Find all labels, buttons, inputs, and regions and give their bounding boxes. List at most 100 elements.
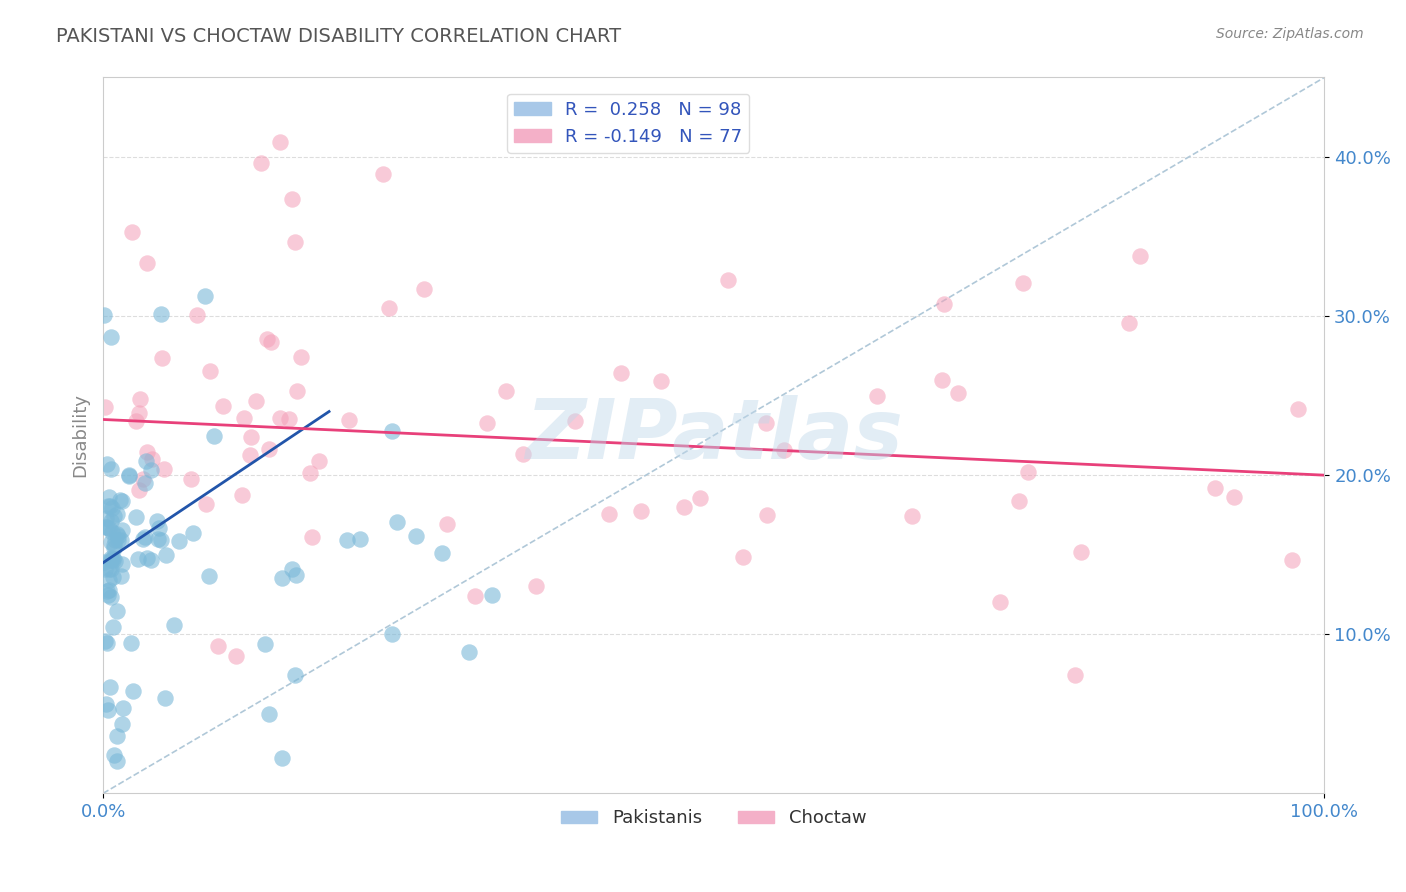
Point xyxy=(337,413,360,427)
Point xyxy=(458,645,481,659)
Point xyxy=(259,707,281,722)
Point xyxy=(155,548,177,562)
Point xyxy=(1012,276,1035,290)
Point xyxy=(1070,545,1092,559)
Point xyxy=(284,668,307,682)
Point xyxy=(141,452,163,467)
Point xyxy=(105,604,128,618)
Point xyxy=(110,569,132,583)
Point xyxy=(195,497,218,511)
Point xyxy=(150,307,173,321)
Point xyxy=(931,373,953,387)
Point xyxy=(103,550,125,565)
Point xyxy=(755,508,778,522)
Point xyxy=(481,588,503,602)
Point xyxy=(464,590,486,604)
Point xyxy=(108,492,131,507)
Point xyxy=(121,683,143,698)
Point xyxy=(111,701,134,715)
Point xyxy=(97,491,120,505)
Point xyxy=(673,500,696,515)
Point xyxy=(101,553,124,567)
Point xyxy=(256,332,278,346)
Point xyxy=(198,364,221,378)
Point xyxy=(385,516,408,530)
Point xyxy=(103,747,125,762)
Point xyxy=(98,680,121,694)
Point xyxy=(349,533,371,547)
Point xyxy=(412,282,434,296)
Point xyxy=(430,546,453,560)
Point xyxy=(245,393,267,408)
Point xyxy=(211,399,233,413)
Point xyxy=(111,523,134,537)
Point xyxy=(97,521,120,535)
Point xyxy=(125,510,148,524)
Point xyxy=(100,499,122,513)
Point xyxy=(103,538,125,552)
Point xyxy=(281,193,304,207)
Point xyxy=(271,751,294,765)
Text: ZIPatlas: ZIPatlas xyxy=(524,395,903,476)
Point xyxy=(186,308,208,322)
Point xyxy=(103,509,125,524)
Point xyxy=(269,135,291,149)
Point xyxy=(277,412,299,426)
Point xyxy=(269,411,291,425)
Point xyxy=(100,462,122,476)
Point xyxy=(598,507,620,521)
Point xyxy=(97,562,120,576)
Point xyxy=(94,511,117,525)
Point xyxy=(104,533,127,548)
Point xyxy=(564,414,586,428)
Point xyxy=(101,620,124,634)
Point xyxy=(118,467,141,482)
Point xyxy=(689,491,711,506)
Point xyxy=(495,384,517,398)
Point xyxy=(100,550,122,565)
Point xyxy=(107,529,129,543)
Y-axis label: Disability: Disability xyxy=(72,393,89,477)
Point xyxy=(101,570,124,584)
Point xyxy=(100,330,122,344)
Point xyxy=(93,555,115,569)
Point xyxy=(120,636,142,650)
Point xyxy=(285,384,308,398)
Point xyxy=(284,568,307,582)
Point xyxy=(436,517,458,532)
Point xyxy=(135,454,157,468)
Point xyxy=(146,532,169,546)
Point xyxy=(281,561,304,575)
Point xyxy=(381,424,404,438)
Point xyxy=(100,535,122,549)
Point xyxy=(94,401,117,415)
Point xyxy=(167,533,190,548)
Point xyxy=(96,583,118,598)
Point xyxy=(96,636,118,650)
Point xyxy=(103,541,125,555)
Point xyxy=(128,483,150,497)
Point xyxy=(111,557,134,571)
Point xyxy=(100,500,122,515)
Point xyxy=(96,457,118,471)
Point xyxy=(107,508,129,522)
Point xyxy=(934,297,956,311)
Point xyxy=(180,472,202,486)
Point xyxy=(98,582,121,597)
Point xyxy=(100,562,122,576)
Point xyxy=(110,533,132,547)
Point xyxy=(731,550,754,565)
Point xyxy=(773,443,796,458)
Point xyxy=(93,308,115,322)
Point xyxy=(650,374,672,388)
Point xyxy=(231,488,253,502)
Point xyxy=(260,335,283,350)
Point xyxy=(988,595,1011,609)
Point xyxy=(146,514,169,528)
Point xyxy=(381,627,404,641)
Point xyxy=(225,648,247,663)
Point xyxy=(283,235,305,249)
Point xyxy=(136,445,159,459)
Point xyxy=(100,590,122,604)
Point xyxy=(97,703,120,717)
